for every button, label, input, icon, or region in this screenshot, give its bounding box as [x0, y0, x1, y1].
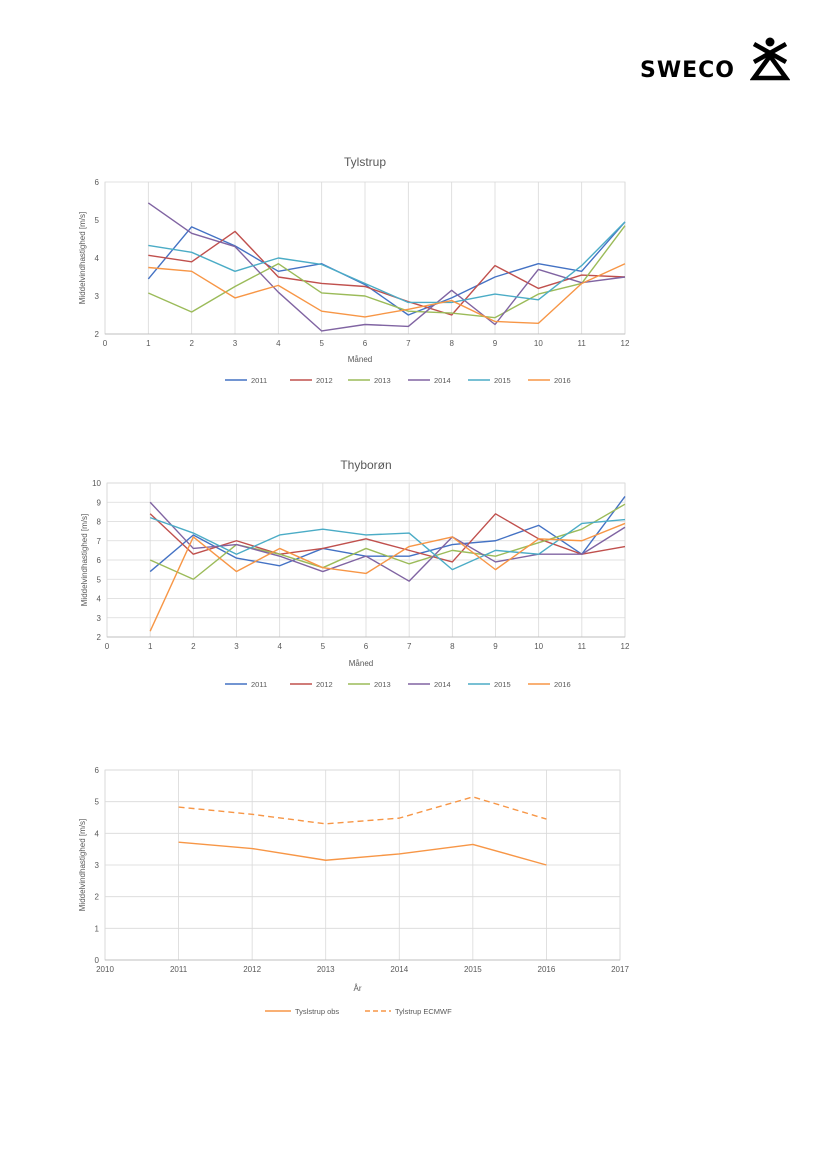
legend-entry: 2014 — [434, 376, 451, 385]
legend-entry: 2016 — [554, 376, 571, 385]
x-tick-label: 8 — [450, 642, 455, 651]
x-tick-label: 6 — [363, 339, 368, 348]
series-line-2014 — [149, 501, 626, 582]
y-tick-label: 6 — [95, 766, 100, 775]
x-tick-label: 0 — [103, 339, 108, 348]
y-tick-label: 4 — [97, 595, 102, 604]
x-tick-label: 8 — [449, 339, 454, 348]
y-axis-label: Middelvindhastighed [m/s] — [80, 514, 89, 607]
series-line-2011 — [147, 221, 626, 316]
series-line-2015 — [149, 516, 626, 571]
series-line-2016 — [148, 263, 626, 325]
legend-entry: 2015 — [494, 376, 511, 385]
y-tick-label: 6 — [95, 178, 100, 187]
x-tick-label: 11 — [578, 642, 587, 651]
series-line-tylstrup-ecmwf — [178, 796, 547, 825]
chart-title: Thyborøn — [340, 458, 391, 472]
y-axis-label: Middelvindhastighed [m/s] — [78, 819, 87, 912]
y-tick-label: 3 — [97, 614, 102, 623]
series-line-2014 — [147, 202, 626, 332]
x-tick-label: 12 — [621, 642, 630, 651]
x-tick-label: 11 — [578, 339, 587, 348]
x-tick-label: 2015 — [464, 965, 482, 974]
x-tick-label: 3 — [234, 642, 239, 651]
y-tick-label: 9 — [97, 498, 102, 507]
y-tick-label: 2 — [97, 633, 102, 642]
x-tick-label: 2017 — [611, 965, 629, 974]
x-tick-label: 12 — [621, 339, 630, 348]
y-tick-label: 3 — [95, 861, 100, 870]
legend-entry: 2014 — [434, 680, 451, 689]
legend-entry: 2016 — [554, 680, 571, 689]
y-tick-label: 6 — [97, 556, 102, 565]
y-tick-label: 2 — [95, 893, 100, 902]
x-tick-label: 2016 — [538, 965, 556, 974]
chart-title: Tylstrup — [344, 155, 386, 169]
legend-entry: 2011 — [251, 680, 267, 689]
x-axis-label: År — [354, 984, 362, 993]
x-tick-label: 5 — [319, 339, 324, 348]
series-line-tyslstrup-obs — [178, 841, 547, 866]
series-line-2012 — [149, 513, 626, 563]
x-tick-label: 2010 — [96, 965, 114, 974]
annual-comparison-chart: 0 1 2 3 4 5 6 2010 2011 2012 2013 2014 2015 2016 2017 Å… — [78, 766, 629, 1016]
x-tick-label: 3 — [233, 339, 238, 348]
x-tick-label: 10 — [534, 339, 543, 348]
legend-entry: Tyslstrup obs — [295, 1007, 339, 1016]
y-tick-label: 2 — [95, 330, 100, 339]
logo-text: SWECO — [640, 58, 735, 83]
y-tick-label: 5 — [95, 216, 100, 225]
x-tick-label: 2013 — [317, 965, 335, 974]
y-tick-label: 7 — [97, 537, 102, 546]
y-tick-label: 10 — [92, 479, 101, 488]
x-axis-label: Måned — [348, 355, 372, 364]
y-tick-label: 0 — [95, 956, 100, 965]
y-tick-label: 5 — [97, 575, 102, 584]
sweco-logo-icon — [750, 37, 790, 81]
y-tick-label: 4 — [95, 254, 100, 263]
x-tick-label: 2 — [189, 339, 194, 348]
x-tick-label: 7 — [406, 339, 411, 348]
x-tick-label: 4 — [277, 642, 282, 651]
y-tick-label: 3 — [95, 292, 100, 301]
x-tick-label: 2014 — [390, 965, 408, 974]
legend-entry: 2012 — [316, 680, 333, 689]
legend-entry: Tylstrup ECMWF — [395, 1007, 452, 1016]
x-tick-label: 7 — [407, 642, 412, 651]
x-tick-label: 2012 — [243, 965, 261, 974]
series-line-2016 — [149, 522, 626, 632]
x-tick-label: 5 — [321, 642, 326, 651]
y-tick-label: 5 — [95, 798, 100, 807]
y-tick-label: 1 — [95, 924, 100, 933]
series-line-2012 — [148, 230, 626, 316]
x-tick-label: 2011 — [170, 965, 188, 974]
legend-entry: 2011 — [251, 376, 267, 385]
x-tick-label: 10 — [534, 642, 543, 651]
y-tick-label: 8 — [97, 518, 102, 527]
sweco-logo: SWECO — [640, 36, 790, 86]
x-tick-label: 9 — [493, 642, 498, 651]
series-line-2015 — [148, 221, 626, 304]
x-tick-label: 2 — [191, 642, 196, 651]
x-tick-label: 6 — [364, 642, 369, 651]
y-axis-label: Middelvindhastighed [m/s] — [78, 212, 87, 305]
legend-entry: 2012 — [316, 376, 333, 385]
legend-entry: 2015 — [494, 680, 511, 689]
x-tick-label: 1 — [148, 642, 153, 651]
y-tick-label: 4 — [95, 829, 100, 838]
series-line-2013 — [148, 225, 626, 319]
x-tick-label: 9 — [493, 339, 498, 348]
legend-entry: 2013 — [374, 680, 391, 689]
legend-entry: 2013 — [374, 376, 391, 385]
x-tick-label: 4 — [276, 339, 281, 348]
x-tick-label: 0 — [105, 642, 110, 651]
x-tick-label: 1 — [146, 339, 151, 348]
x-axis-label: Måned — [349, 659, 373, 668]
